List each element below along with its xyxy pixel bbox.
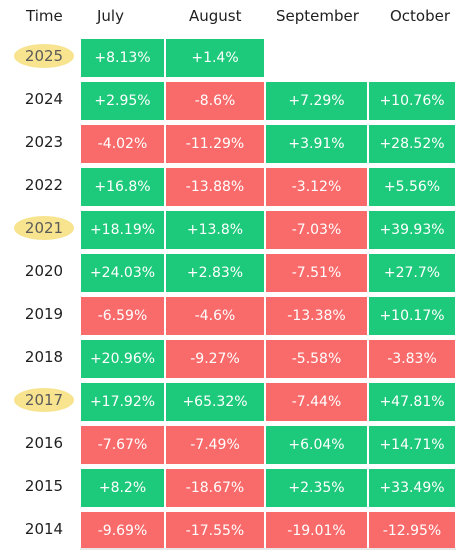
year-label: 2021 — [14, 216, 74, 240]
return-cell: +16.8% — [80, 167, 165, 207]
table-row[interactable]: 2021 +18.19% +13.8% -7.03% +39.93% — [0, 208, 456, 250]
table-row[interactable]: 2022 +16.8% -13.88% -3.12% +5.56% — [0, 165, 456, 207]
year-label: 2018 — [24, 348, 64, 366]
return-cell: -11.29% — [165, 124, 265, 164]
year-label: 2019 — [24, 305, 64, 323]
column-header-time[interactable]: Time — [26, 7, 63, 25]
return-cell: -7.51% — [265, 253, 368, 293]
year-label: 2025 — [14, 44, 74, 68]
table-header: Time July August September October — [0, 0, 456, 36]
return-cell: -4.6% — [165, 296, 265, 336]
return-cell: -5.58% — [265, 339, 368, 379]
return-cell: -13.88% — [165, 167, 265, 207]
return-cell: +14.71% — [368, 425, 456, 465]
return-cell: -7.67% — [80, 425, 165, 465]
return-cell: +33.49% — [368, 468, 456, 508]
return-cell: -18.67% — [165, 468, 265, 508]
return-cell: +2.83% — [165, 253, 265, 293]
year-label: 2014 — [24, 520, 64, 538]
table-row[interactable]: 2020 +24.03% +2.83% -7.51% +27.7% — [0, 251, 456, 293]
return-cell: +1.4% — [165, 38, 265, 78]
year-label: 2024 — [24, 90, 64, 108]
return-cell: +10.17% — [368, 296, 456, 336]
return-cell: +28.52% — [368, 124, 456, 164]
return-cell: -19.01% — [265, 511, 368, 551]
return-cell: -17.55% — [165, 511, 265, 551]
return-cell — [265, 38, 368, 78]
return-cell: +27.7% — [368, 253, 456, 293]
return-cell: -7.49% — [165, 425, 265, 465]
return-cell: +65.32% — [165, 382, 265, 422]
table-row[interactable]: 2018 +20.96% -9.27% -5.58% -3.83% — [0, 337, 456, 379]
return-cell: +13.8% — [165, 210, 265, 250]
return-cell — [368, 38, 456, 78]
year-label: 2022 — [24, 176, 64, 194]
table-bottom-divider — [80, 548, 456, 550]
column-header-august[interactable]: August — [189, 7, 242, 25]
return-cell: +18.19% — [80, 210, 165, 250]
year-label: 2023 — [24, 133, 64, 151]
table-row[interactable]: 2015 +8.2% -18.67% +2.35% +33.49% — [0, 466, 456, 508]
return-cell: +5.56% — [368, 167, 456, 207]
return-cell: +47.81% — [368, 382, 456, 422]
return-cell: +2.95% — [80, 81, 165, 121]
column-header-october[interactable]: October — [390, 7, 451, 25]
return-cell: -12.95% — [368, 511, 456, 551]
table-row[interactable]: 2025 +8.13% +1.4% — [0, 36, 456, 78]
return-cell: +10.76% — [368, 81, 456, 121]
return-cell: +3.91% — [265, 124, 368, 164]
table-row[interactable]: 2019 -6.59% -4.6% -13.38% +10.17% — [0, 294, 456, 336]
table-row[interactable]: 2023 -4.02% -11.29% +3.91% +28.52% — [0, 122, 456, 164]
table-row[interactable]: 2017 +17.92% +65.32% -7.44% +47.81% — [0, 380, 456, 422]
return-cell: +8.2% — [80, 468, 165, 508]
return-cell: +7.29% — [265, 81, 368, 121]
return-cell: -9.69% — [80, 511, 165, 551]
return-cell: -4.02% — [80, 124, 165, 164]
return-cell: +39.93% — [368, 210, 456, 250]
return-cell: +24.03% — [80, 253, 165, 293]
table-row[interactable]: 2016 -7.67% -7.49% +6.04% +14.71% — [0, 423, 456, 465]
column-header-september[interactable]: September — [276, 7, 359, 25]
year-label: 2016 — [24, 434, 64, 452]
return-cell: -8.6% — [165, 81, 265, 121]
return-cell: +20.96% — [80, 339, 165, 379]
return-cell: +17.92% — [80, 382, 165, 422]
return-cell: -3.83% — [368, 339, 456, 379]
return-cell: +8.13% — [80, 38, 165, 78]
return-cell: -7.03% — [265, 210, 368, 250]
return-cell: -6.59% — [80, 296, 165, 336]
return-cell: -7.44% — [265, 382, 368, 422]
column-header-july[interactable]: July — [97, 7, 124, 25]
year-label: 2015 — [24, 477, 64, 495]
table-row[interactable]: 2024 +2.95% -8.6% +7.29% +10.76% — [0, 79, 456, 121]
return-cell: -9.27% — [165, 339, 265, 379]
year-label: 2020 — [24, 262, 64, 280]
table-row[interactable]: 2014 -9.69% -17.55% -19.01% -12.95% — [0, 509, 456, 551]
year-label: 2017 — [14, 388, 74, 412]
return-cell: -3.12% — [265, 167, 368, 207]
return-cell: +6.04% — [265, 425, 368, 465]
return-cell: -13.38% — [265, 296, 368, 336]
return-cell: +2.35% — [265, 468, 368, 508]
